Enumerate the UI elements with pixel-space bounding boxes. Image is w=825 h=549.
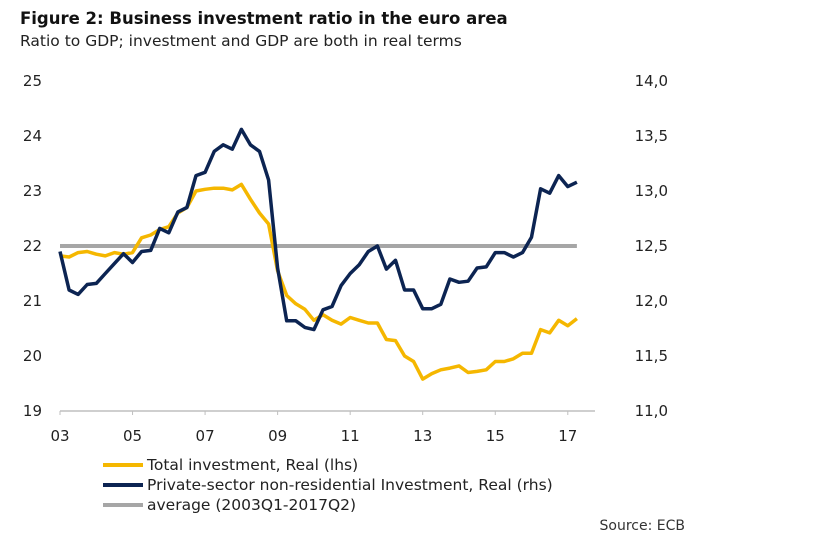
y-left-tick-label: 22: [23, 237, 42, 255]
y-left-tick-label: 23: [23, 182, 42, 200]
legend-swatch-average: [103, 503, 143, 507]
chart-subtitle: Ratio to GDP; investment and GDP are bot…: [20, 32, 462, 50]
legend-swatch-private: [103, 483, 143, 487]
x-tick-label: 09: [268, 427, 287, 445]
legend-label-private: Private-sector non-residential Investmen…: [147, 476, 553, 494]
y-right-tick-label: 14,0: [635, 72, 668, 90]
x-tick-label: 13: [413, 427, 432, 445]
y-right-tick-label: 11,0: [635, 402, 668, 420]
y-left-tick-label: 20: [23, 347, 42, 365]
x-tick-label: 05: [123, 427, 142, 445]
series-line-private-investment: [58, 127, 578, 332]
x-tick-label: 15: [486, 427, 505, 445]
legend-item-private: Private-sector non-residential Investmen…: [103, 475, 553, 495]
x-tick-label: 07: [196, 427, 215, 445]
y-right-tick-label: 13,5: [635, 127, 668, 145]
legend-item-total: Total investment, Real (lhs): [103, 455, 553, 475]
y-left-tick-label: 19: [23, 402, 42, 420]
x-tick-label: 03: [50, 427, 69, 445]
legend-item-average: average (2003Q1-2017Q2): [103, 495, 553, 515]
chart-title: Figure 2: Business investment ratio in t…: [20, 9, 508, 28]
legend-label-average: average (2003Q1-2017Q2): [147, 496, 357, 514]
series-line-total-investment: [59, 182, 578, 381]
legend: Total investment, Real (lhs) Private-sec…: [103, 455, 553, 515]
y-right-tick-label: 12,5: [635, 237, 668, 255]
y-left-tick-label: 25: [23, 72, 42, 90]
y-left-tick-label: 24: [23, 127, 42, 145]
y-left-tick-label: 21: [23, 292, 42, 310]
x-tick-label: 11: [341, 427, 360, 445]
y-right-tick-label: 12,0: [635, 292, 668, 310]
legend-swatch-total: [103, 463, 143, 467]
source-note: Source: ECB: [599, 518, 685, 534]
y-right-tick-label: 11,5: [635, 347, 668, 365]
legend-label-total: Total investment, Real (lhs): [147, 456, 359, 474]
y-right-tick-label: 13,0: [635, 182, 668, 200]
x-tick-label: 17: [558, 427, 577, 445]
